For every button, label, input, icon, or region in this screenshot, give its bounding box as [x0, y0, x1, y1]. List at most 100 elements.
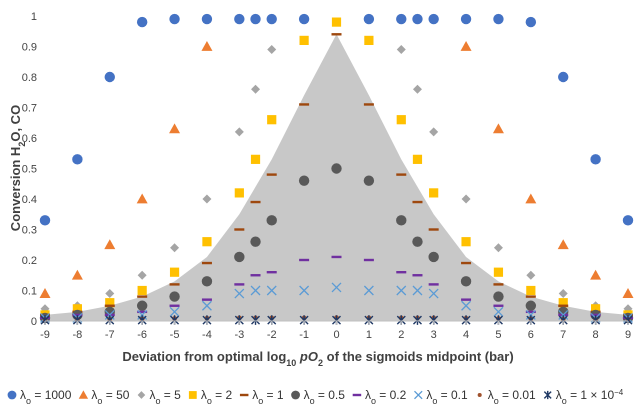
y-tick-label: 0.4	[22, 194, 37, 206]
data-point	[412, 315, 422, 325]
data-point	[492, 123, 504, 134]
legend-marker	[137, 391, 146, 399]
legend: λo = 1000 λo = 50 λo = 5 λo = 2 λo = 1 λo = 0…	[7, 388, 624, 407]
data-point	[201, 13, 213, 25]
data-point	[331, 163, 342, 174]
x-tick-label: -1	[299, 329, 309, 341]
data-point	[250, 13, 261, 25]
data-point	[251, 315, 261, 325]
data-point	[396, 285, 407, 296]
data-point	[493, 304, 504, 307]
x-tick-label: -4	[202, 329, 212, 341]
data-point	[234, 283, 245, 286]
data-point	[234, 188, 244, 198]
legend-marker	[291, 390, 300, 400]
x-tick-label: -2	[267, 329, 277, 341]
data-point	[201, 41, 213, 51]
data-point	[137, 310, 148, 314]
data-point	[363, 175, 375, 186]
data-point	[39, 288, 51, 298]
data-point	[105, 298, 115, 308]
data-point	[363, 258, 374, 262]
data-point	[136, 300, 148, 311]
data-point	[558, 298, 568, 308]
data-point	[396, 215, 407, 226]
data-point	[461, 298, 472, 301]
data-point	[412, 236, 423, 247]
data-point	[396, 271, 407, 274]
data-point	[461, 194, 471, 204]
data-point	[428, 228, 439, 231]
data-point	[169, 291, 180, 302]
data-point	[493, 13, 504, 25]
data-point	[412, 200, 423, 204]
legend-item: λo = 0.01	[477, 388, 536, 406]
x-axis-title: Deviation from optimal log10 pO2 of the …	[122, 349, 513, 368]
data-point	[363, 103, 374, 106]
legend-item: λo = 1 × 10−4	[543, 388, 624, 407]
legend-label: λo = 1000	[20, 388, 72, 406]
x-tick-label: 0	[333, 329, 339, 341]
y-tick-label: 0.7	[22, 103, 37, 115]
data-point	[299, 103, 310, 106]
data-point	[557, 239, 569, 250]
data-point	[493, 267, 504, 277]
data-point	[525, 310, 536, 314]
series-0	[39, 13, 634, 226]
legend-item: λo = 1000	[7, 388, 72, 406]
data-point	[72, 313, 83, 317]
data-point	[461, 300, 472, 311]
data-point	[428, 251, 439, 263]
y-tick-label: 0.5	[22, 164, 37, 176]
y-tick-label: 0.8	[22, 72, 37, 84]
data-point	[460, 13, 472, 25]
data-point	[202, 237, 212, 247]
data-point	[590, 269, 602, 280]
legend-label: λo = 1 × 10−4	[556, 388, 624, 407]
data-point	[234, 13, 245, 25]
data-point	[428, 283, 439, 286]
data-point	[72, 154, 83, 165]
data-point	[39, 215, 51, 226]
data-point	[412, 84, 422, 94]
legend-marker	[352, 393, 362, 397]
data-point	[136, 16, 148, 28]
data-point	[396, 115, 406, 125]
data-point	[396, 45, 406, 55]
legend-item: λo = 0.5	[291, 388, 345, 406]
legend-label: λo = 0.01	[488, 388, 536, 406]
data-point	[250, 274, 261, 277]
legend-label: λo = 50	[91, 388, 129, 406]
data-point	[266, 13, 277, 25]
data-point	[299, 258, 310, 262]
data-point	[267, 115, 277, 125]
data-point	[558, 71, 569, 83]
data-point	[396, 173, 407, 176]
y-tick-label: 0	[31, 316, 37, 328]
x-tick-label: -9	[40, 329, 50, 341]
data-point	[250, 154, 261, 164]
data-point	[169, 304, 180, 307]
data-point	[169, 123, 181, 134]
x-tick-label: 9	[625, 329, 631, 341]
x-tick-label: 4	[463, 329, 469, 341]
legend-item: λo = 0.2	[352, 388, 407, 406]
data-point	[104, 304, 115, 307]
data-point	[201, 298, 212, 301]
data-point	[428, 288, 439, 299]
x-tick-label: -3	[234, 329, 244, 341]
legend-label: λo = 0.2	[365, 388, 407, 406]
y-tick-label: 0.9	[22, 42, 37, 54]
data-point	[590, 313, 601, 317]
legend-item: λo = 5	[137, 388, 181, 406]
y-tick-label: 1	[31, 11, 37, 23]
y-tick-label: 0.6	[22, 133, 37, 145]
data-point	[363, 285, 374, 296]
data-point	[412, 154, 423, 164]
legend-item: λo = 1	[239, 388, 284, 406]
x-tick-label: 2	[398, 329, 404, 341]
y-tick-label: 0.2	[22, 255, 37, 267]
legend-marker	[188, 391, 197, 399]
data-point	[234, 288, 245, 299]
x-tick-label: 5	[495, 329, 501, 341]
